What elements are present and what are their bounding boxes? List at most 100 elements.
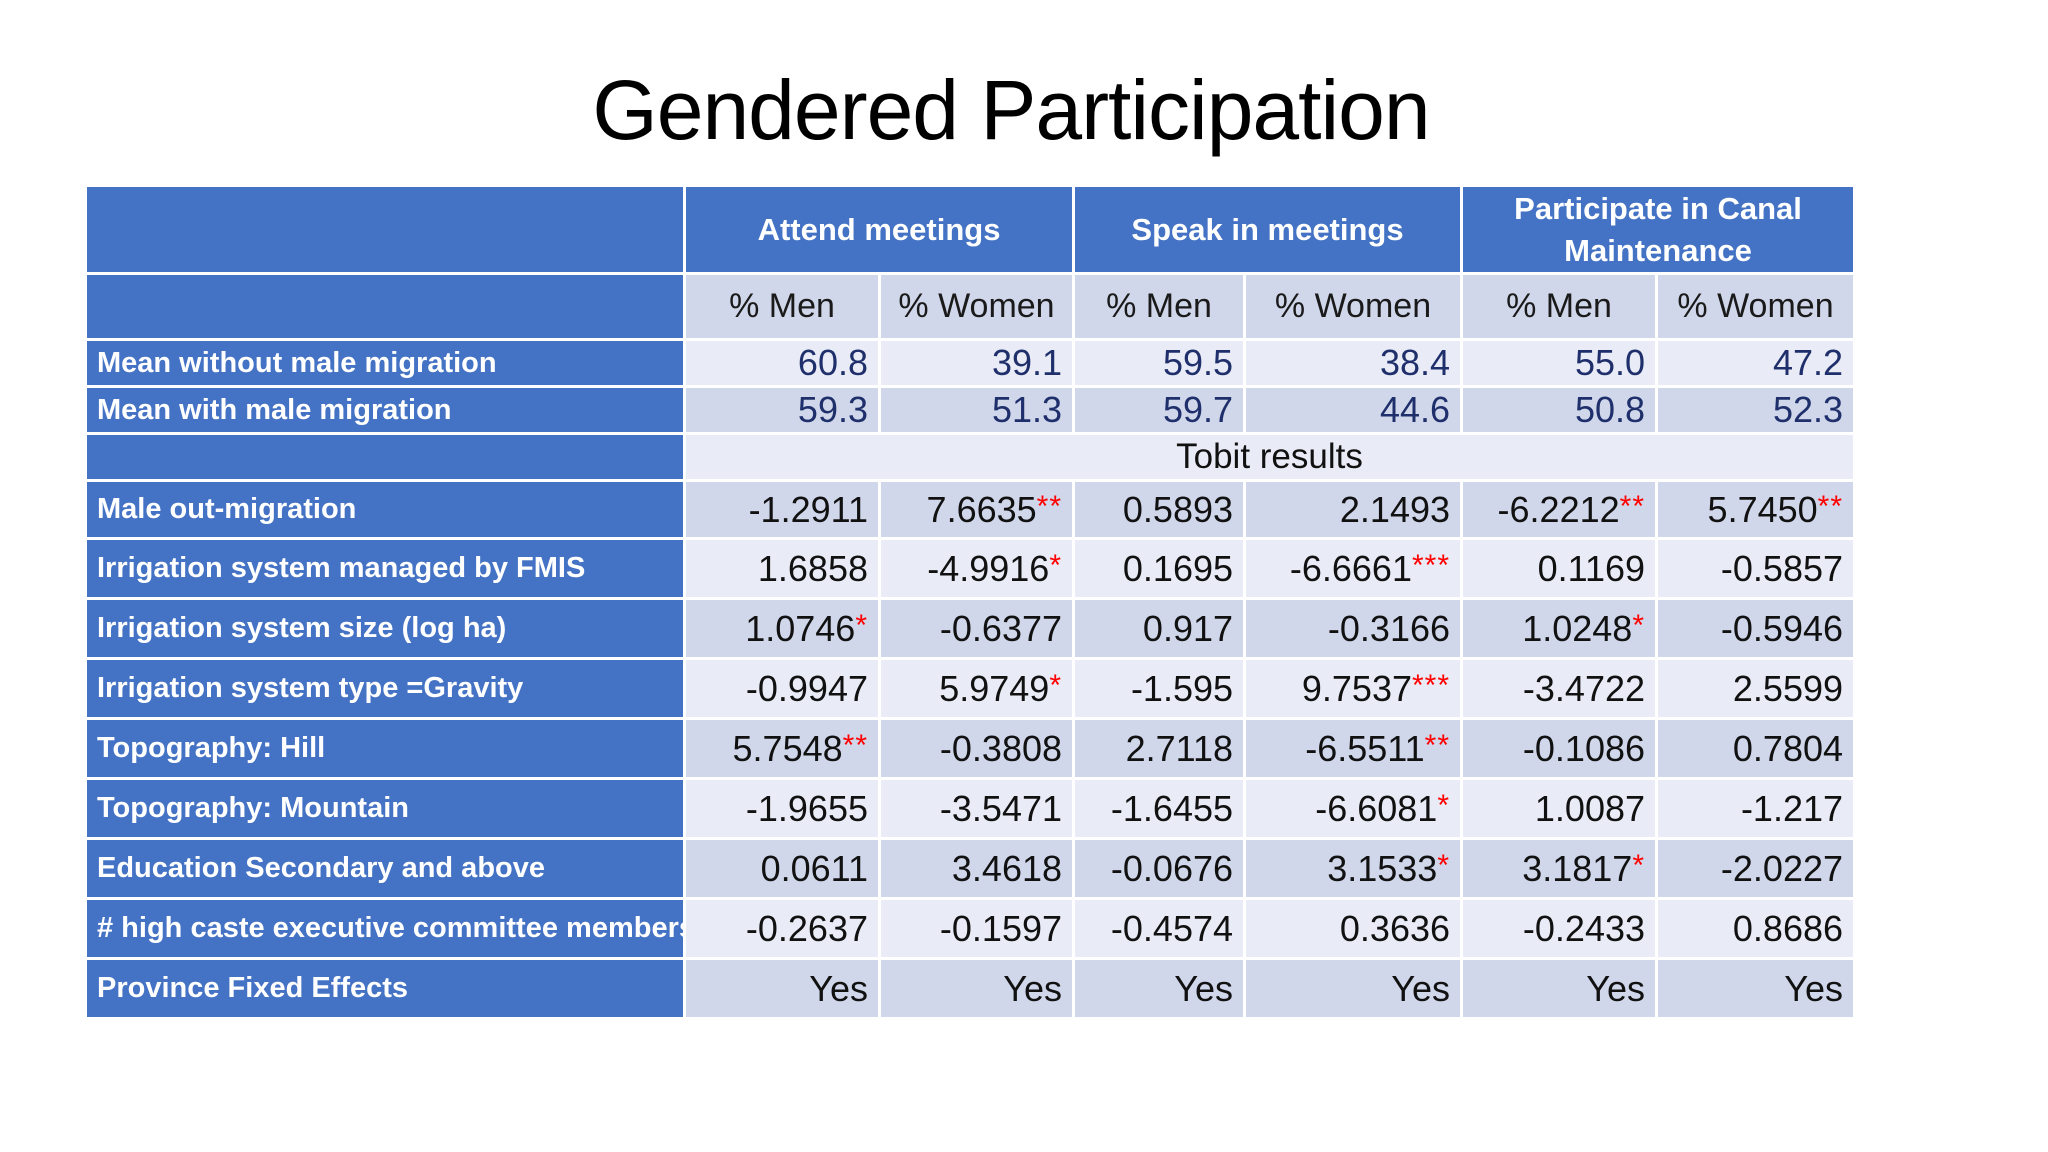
value-cell: 47.2: [1655, 338, 1857, 388]
value-cell: 38.4: [1243, 338, 1464, 388]
value-cell: 0.3636: [1243, 897, 1464, 960]
value-cell: 5.7548**: [683, 717, 881, 780]
cell-value: 3.1533: [1327, 847, 1438, 889]
row-label: Irrigation system size (log ha): [84, 597, 686, 660]
group-header-canal: Participate in Canal Maintenance: [1460, 184, 1857, 275]
row-label: Province Fixed Effects: [84, 957, 686, 1020]
cell-value: -0.9947: [745, 667, 868, 709]
significance-stars: ***: [1411, 668, 1451, 702]
cell-value: Yes: [1586, 967, 1646, 1009]
cell-value: -0.2433: [1522, 907, 1646, 949]
value-cell: 0.8686: [1655, 897, 1857, 960]
value-cell: 59.5: [1072, 338, 1247, 388]
group-header-row: Attend meetings Speak in meetings Partic…: [84, 184, 1857, 275]
cell-value: 5.7548: [732, 727, 843, 769]
value-cell: 55.0: [1460, 338, 1659, 388]
table-row: Male out-migration -1.2911 7.6635** 0.5893 2…: [84, 479, 1857, 540]
significance-stars: *: [1049, 548, 1063, 582]
value-cell: -6.5511**: [1243, 717, 1464, 780]
cell-value: -1.2911: [748, 488, 868, 530]
cell-value: 2.1493: [1339, 488, 1451, 530]
value-cell: -0.3166: [1243, 597, 1464, 660]
table-row: Topography: Hill 5.7548** -0.3808 2.7118 -6.…: [84, 717, 1857, 780]
results-table: Attend meetings Speak in meetings Partic…: [84, 184, 1857, 1020]
value-cell: -0.5946: [1655, 597, 1857, 660]
value-cell: 5.9749*: [877, 657, 1076, 720]
row-label: Topography: Mountain: [84, 777, 686, 840]
row-label: Male out-migration: [84, 479, 686, 540]
value-cell: 0.5893: [1072, 479, 1247, 540]
value-cell: 51.3: [877, 385, 1076, 435]
value-cell: 0.7804: [1655, 717, 1857, 780]
cell-value: 51.3: [991, 389, 1063, 431]
value-cell: 0.917: [1072, 597, 1247, 660]
cell-value: -0.0676: [1110, 847, 1234, 889]
value-cell: 50.8: [1460, 385, 1659, 435]
cell-value: 59.7: [1162, 389, 1234, 431]
cell-value: 5.7450: [1707, 488, 1818, 530]
value-cell: 44.6: [1243, 385, 1464, 435]
cell-value: 0.8686: [1732, 907, 1844, 949]
significance-stars: ***: [1411, 548, 1451, 582]
cell-value: -1.595: [1130, 667, 1234, 709]
value-cell: 3.1817*: [1460, 837, 1659, 900]
cell-value: 38.4: [1379, 342, 1451, 384]
cell-value: 0.0611: [760, 847, 868, 889]
cell-value: -0.1597: [939, 907, 1063, 949]
row-label: Mean without male migration: [84, 338, 686, 388]
cell-value: -0.2637: [745, 907, 868, 949]
cell-value: 59.3: [797, 389, 868, 431]
value-cell: -1.9655: [683, 777, 881, 840]
value-cell: -1.6455: [1072, 777, 1247, 840]
significance-stars: *: [1632, 608, 1646, 642]
value-cell: 52.3: [1655, 385, 1857, 435]
significance-stars: **: [842, 728, 868, 762]
sub-header-corner: [84, 272, 686, 341]
value-cell: -2.0227: [1655, 837, 1857, 900]
value-cell: 2.1493: [1243, 479, 1464, 540]
cell-value: 7.6635: [926, 488, 1037, 530]
value-cell: -4.9916*: [877, 537, 1076, 600]
cell-value: Yes: [809, 967, 868, 1009]
cell-value: Yes: [1784, 967, 1844, 1009]
cell-value: 47.2: [1772, 342, 1844, 384]
sub-header-cell: % Women: [877, 272, 1076, 341]
table-row: Irrigation system managed by FMIS 1.6858-…: [84, 537, 1857, 600]
value-cell: -3.5471: [877, 777, 1076, 840]
group-header-attend: Attend meetings: [682, 184, 1076, 275]
tobit-row: Tobit results: [84, 432, 1857, 482]
slide-title: Gendered Participation: [592, 63, 1430, 157]
value-cell: 9.7537***: [1243, 657, 1464, 720]
cell-value: 9.7537: [1301, 667, 1412, 709]
value-cell: 1.6858: [683, 537, 881, 600]
row-label: Mean with male migration: [84, 385, 686, 435]
value-cell: 1.0746*: [683, 597, 881, 660]
row-label: # high caste executive committee members: [84, 897, 686, 960]
row-label: Topography: Hill: [84, 717, 686, 780]
significance-stars: *: [1437, 788, 1451, 822]
cell-value: Yes: [1391, 967, 1451, 1009]
significance-stars: **: [1036, 489, 1063, 523]
table-row: Irrigation system size (log ha) 1.0746* -0…: [84, 597, 1857, 660]
value-cell: Yes: [877, 957, 1076, 1020]
cell-value: -1.217: [1740, 787, 1844, 829]
cell-value: 3.1817: [1522, 847, 1633, 889]
table-row: Province Fixed Effects Yes Yes Yes Yes Yes Yes: [84, 957, 1857, 1020]
cell-value: 2.7118: [1125, 727, 1234, 769]
value-cell: Yes: [1460, 957, 1659, 1020]
row-label: Irrigation system type =Gravity: [84, 657, 686, 720]
significance-stars: **: [1817, 489, 1844, 523]
cell-value: -1.6455: [1110, 787, 1234, 829]
sub-header-cell: % Men: [1460, 272, 1659, 341]
value-cell: 7.6635**: [877, 479, 1076, 540]
value-cell: -0.1086: [1460, 717, 1659, 780]
cell-value: 5.9749: [939, 667, 1050, 709]
significance-stars: *: [1437, 848, 1451, 882]
row-label: Education Secondary and above: [84, 837, 686, 900]
value-cell: Yes: [1655, 957, 1857, 1020]
cell-value: 0.7804: [1732, 727, 1844, 769]
value-cell: Yes: [683, 957, 881, 1020]
table-row: Irrigation system type =Gravity -0.9947 5.…: [84, 657, 1857, 720]
value-cell: -0.5857: [1655, 537, 1857, 600]
group-header-speak: Speak in meetings: [1072, 184, 1464, 275]
